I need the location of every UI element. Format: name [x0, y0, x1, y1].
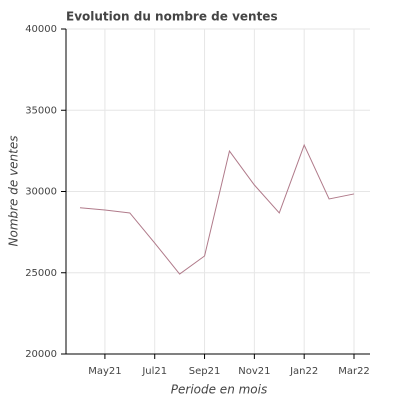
chart-title: Evolution du nombre de ventes	[66, 10, 278, 24]
y-axis-label: Nombre de ventes	[7, 136, 21, 247]
y-tick-label: 30000	[25, 187, 57, 198]
line	[79, 143, 355, 275]
x-axis-label: Periode en mois	[171, 383, 267, 397]
y-tick-label: 20000	[25, 349, 57, 360]
x-tick-label: May21	[88, 366, 121, 377]
x-tick-label: Mar22	[338, 366, 370, 377]
x-tick-label: Nov21	[238, 366, 270, 377]
x-tick-label: Jan22	[289, 366, 318, 377]
x-tick-label: Jul21	[141, 366, 167, 377]
y-tick-label: 40000	[25, 24, 57, 35]
x-tick-label: Sep21	[189, 366, 221, 377]
y-tick-label: 25000	[25, 268, 57, 279]
y-tick-label: 35000	[25, 105, 57, 116]
